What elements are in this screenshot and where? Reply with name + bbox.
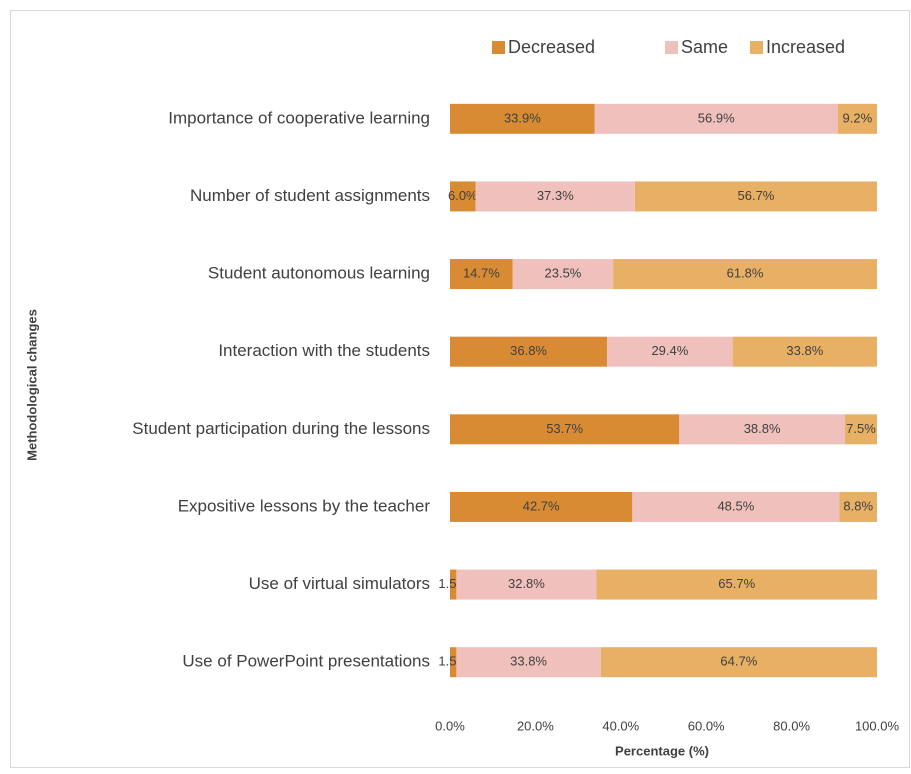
bar-segment [450, 647, 457, 678]
legend-swatch [492, 41, 505, 54]
bar-segment [837, 103, 877, 134]
legend-swatch [665, 41, 678, 54]
x-tick-label: 20.0% [517, 718, 554, 733]
bar-segment [596, 569, 877, 600]
bar-segment [450, 491, 633, 522]
bar-segment [732, 336, 877, 367]
data-label: 36.8% [510, 343, 547, 358]
y-tick-label: Use of PowerPoint presentations [182, 652, 430, 671]
x-tick-label: 100.0% [855, 718, 900, 733]
bar-segment [607, 336, 733, 367]
data-label: 32.8% [508, 576, 545, 591]
bar-segment [512, 259, 614, 290]
chart-frame [10, 10, 910, 768]
legend-label: Same [681, 37, 728, 57]
data-label: 33.8% [510, 654, 547, 669]
bar-segment [594, 103, 838, 134]
x-tick-label: 80.0% [773, 718, 810, 733]
bar-segment [634, 181, 877, 212]
data-label: 53.7% [546, 421, 583, 436]
data-label: 33.9% [504, 110, 541, 125]
bar-segment [839, 491, 877, 522]
data-label: 61.8% [727, 266, 764, 281]
data-label: 56.9% [698, 110, 735, 125]
y-tick-label: Use of virtual simulators [249, 574, 430, 593]
data-label: 8.8% [843, 498, 873, 513]
data-label: 48.5% [717, 498, 754, 513]
data-label: 7.5% [846, 421, 876, 436]
data-label: 65.7% [718, 576, 755, 591]
bar-segment [450, 336, 608, 367]
data-label: 42.7% [523, 498, 560, 513]
bar-segment [679, 414, 845, 445]
y-tick-label: Expositive lessons by the teacher [178, 496, 431, 515]
data-label: 33.8% [786, 343, 823, 358]
bar-segment [632, 491, 840, 522]
bar-segment [450, 181, 476, 212]
bar-segment [450, 569, 457, 600]
y-tick-label: Student participation during the lessons [132, 419, 430, 438]
bar-segment [600, 647, 877, 678]
bar-segment [475, 181, 635, 212]
bar-segment [613, 259, 877, 290]
legend-label: Decreased [508, 37, 595, 57]
data-label: 6.0% [448, 188, 478, 203]
y-tick-label: Student autonomous learning [208, 264, 430, 283]
data-label: 38.8% [744, 421, 781, 436]
data-label: 14.7% [463, 266, 500, 281]
bar-segment [450, 103, 595, 134]
data-label: 56.7% [738, 188, 775, 203]
legend-swatch [750, 41, 763, 54]
legend-label: Increased [766, 37, 845, 57]
data-label: 37.3% [537, 188, 574, 203]
x-tick-label: 60.0% [688, 718, 725, 733]
data-label: 23.5% [545, 266, 582, 281]
bar-segment [456, 569, 597, 600]
bar-segment [456, 647, 601, 678]
bar-segment [450, 259, 513, 290]
data-label: 64.7% [720, 654, 757, 669]
bar-segment [450, 414, 680, 445]
y-tick-label: Number of student assignments [190, 186, 430, 205]
y-axis-title: Methodological changes [24, 309, 39, 461]
data-label: 29.4% [651, 343, 688, 358]
data-label: 9.2% [843, 110, 873, 125]
x-tick-label: 0.0% [435, 718, 465, 733]
y-tick-label: Interaction with the students [218, 341, 430, 360]
x-tick-label: 40.0% [602, 718, 639, 733]
bar-segment [844, 414, 877, 445]
x-axis-title: Percentage (%) [615, 743, 709, 758]
y-tick-label: Importance of cooperative learning [168, 108, 430, 127]
